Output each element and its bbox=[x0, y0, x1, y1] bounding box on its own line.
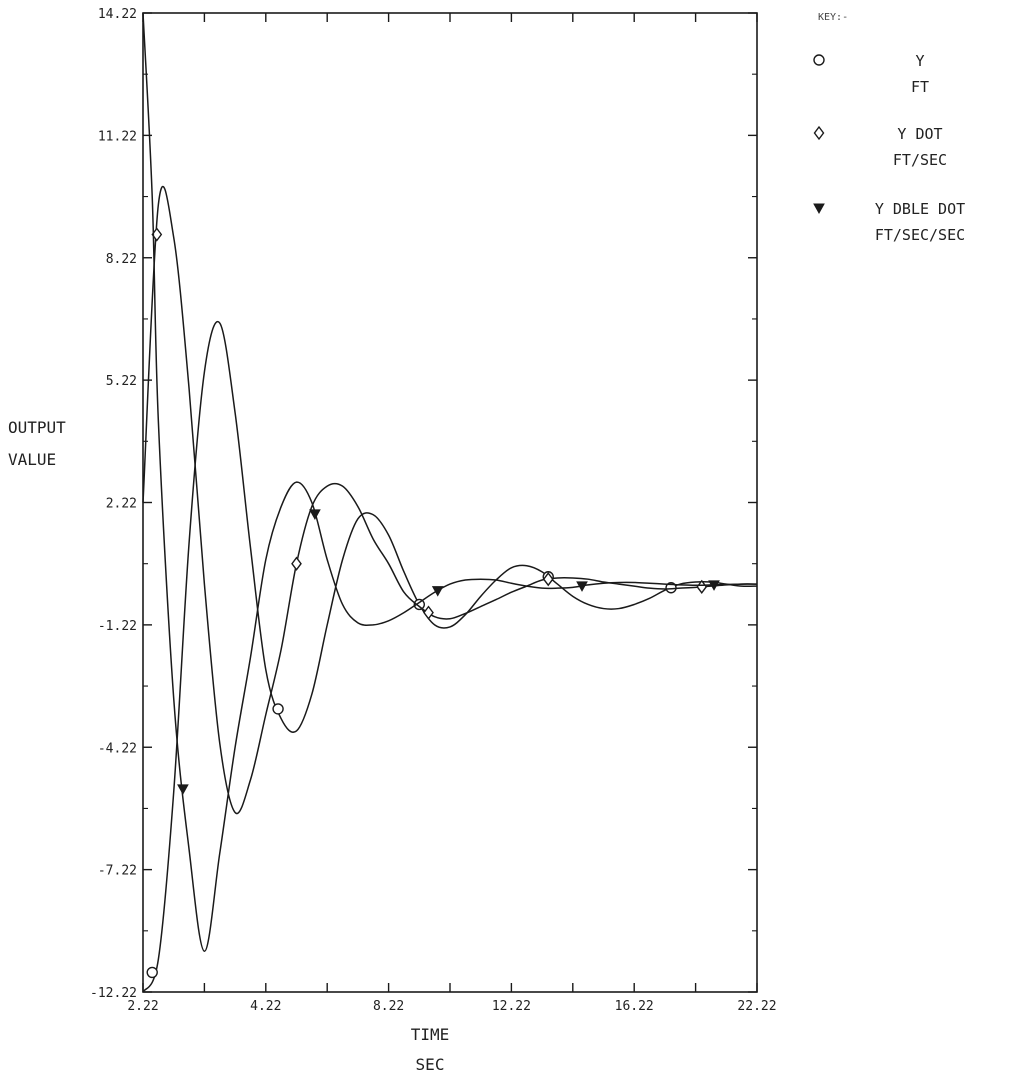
legend-label-line: Y DBLE DOT bbox=[875, 200, 965, 218]
y-tick-label: -12.22 bbox=[90, 986, 137, 1001]
y-tick-label: 8.22 bbox=[106, 252, 137, 267]
series-marker-circle bbox=[272, 703, 284, 715]
legend-marker-triangle bbox=[813, 203, 825, 215]
x-tick-label: 8.22 bbox=[373, 999, 404, 1014]
series-diamond bbox=[142, 185, 758, 815]
series-line bbox=[142, 320, 758, 993]
legend-title: KEY:- bbox=[818, 12, 848, 23]
y-axis-label-line-1: OUTPUT bbox=[8, 418, 66, 437]
x-axis-unit: SEC bbox=[416, 1055, 445, 1074]
series-marker-triangle bbox=[309, 509, 321, 520]
y-tick-label: 11.22 bbox=[98, 129, 137, 144]
series-marker-triangle bbox=[177, 784, 189, 795]
legend-label-line: FT/SEC bbox=[893, 151, 947, 169]
legend-label-line: FT bbox=[911, 78, 929, 96]
series-line bbox=[142, 12, 758, 952]
series-triangle bbox=[142, 12, 758, 952]
x-tick-label: 4.22 bbox=[250, 999, 281, 1014]
x-axis-label: TIME bbox=[411, 1025, 450, 1044]
series-marker-triangle bbox=[576, 581, 588, 592]
x-tick-label: 2.22 bbox=[127, 999, 158, 1014]
series-marker-diamond bbox=[542, 572, 554, 587]
series-group bbox=[142, 12, 758, 993]
x-tick-label: 16.22 bbox=[615, 999, 654, 1014]
y-tick-label: -1.22 bbox=[98, 619, 137, 634]
series-marker-circle bbox=[146, 966, 158, 979]
legend-marker-diamond bbox=[813, 125, 825, 141]
series-marker-triangle bbox=[431, 586, 444, 597]
legend-entry-triangle: Y DBLE DOT FT/SEC/SEC bbox=[813, 200, 965, 244]
legend-label-line: FT/SEC/SEC bbox=[875, 226, 965, 244]
series-marker-diamond bbox=[696, 579, 708, 595]
y-tick-label: 2.22 bbox=[106, 497, 137, 512]
y-axis-label-line-2: VALUE bbox=[8, 450, 56, 469]
y-tick-label: -7.22 bbox=[98, 864, 137, 879]
legend-entry-circle: Y FT bbox=[813, 52, 929, 96]
x-tick-label: 22.22 bbox=[737, 999, 776, 1014]
series-circle bbox=[142, 320, 758, 993]
x-tick-label: 12.22 bbox=[492, 999, 531, 1014]
legend-marker-circle bbox=[813, 54, 825, 66]
axes: 14.22 11.22 8.22 5.22 2.22 -1.22 -4.22 -7.22 -12… bbox=[90, 7, 777, 1014]
plot-frame bbox=[142, 12, 758, 993]
series-marker-circle bbox=[413, 598, 425, 611]
series-marker-diamond bbox=[291, 556, 302, 571]
plot-area bbox=[142, 12, 758, 993]
legend-label-line: Y bbox=[915, 52, 924, 70]
series-line bbox=[142, 185, 758, 815]
series-marker-diamond bbox=[423, 605, 434, 620]
y-tick-label: 5.22 bbox=[106, 374, 137, 389]
y-tick-label: 14.22 bbox=[98, 7, 137, 22]
legend-entry-diamond: Y DOT FT/SEC bbox=[813, 125, 947, 169]
legend: KEY:- Y FT Y DOT FT/SEC Y DBLE DOT FT/SEC/SEC bbox=[813, 12, 965, 244]
legend-label-line: Y DOT bbox=[897, 125, 942, 143]
y-tick-label: -4.22 bbox=[98, 741, 137, 756]
series-marker-triangle bbox=[708, 580, 720, 591]
